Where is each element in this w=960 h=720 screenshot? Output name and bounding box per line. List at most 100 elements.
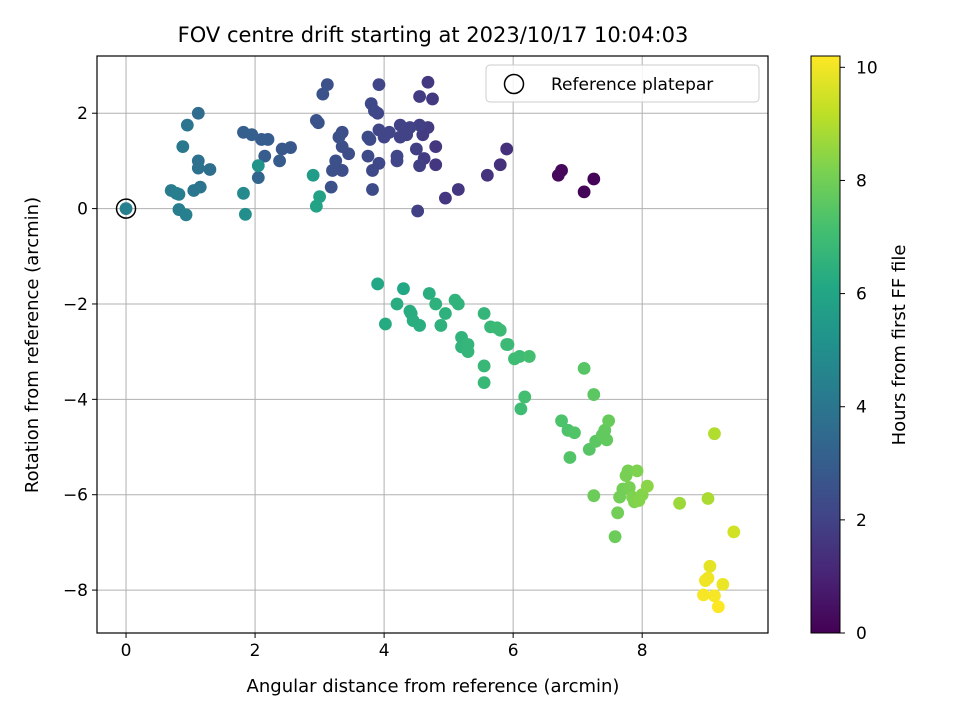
data-point <box>611 506 625 520</box>
data-point <box>371 277 385 291</box>
data-point <box>309 199 323 213</box>
y-tick-label: 2 <box>77 104 88 124</box>
data-point <box>366 164 379 177</box>
data-point <box>275 142 289 156</box>
data-point <box>413 90 426 103</box>
data-point <box>587 172 601 186</box>
data-point <box>372 123 386 137</box>
data-point <box>413 118 426 132</box>
data-point <box>500 142 514 156</box>
data-point <box>393 118 407 132</box>
data-point <box>608 530 622 544</box>
data-point <box>320 78 334 92</box>
data-point <box>493 158 507 172</box>
y-tick-label: −4 <box>63 390 88 410</box>
data-point <box>577 185 591 199</box>
reference-marker <box>115 198 137 219</box>
data-point <box>191 154 205 168</box>
data-point <box>429 297 443 311</box>
data-point <box>258 149 272 163</box>
data-point <box>600 433 614 447</box>
legend-box <box>485 64 760 103</box>
data-point <box>316 87 330 101</box>
legend-marker-icon <box>503 73 525 95</box>
data-point <box>237 125 250 139</box>
data-point <box>587 388 601 401</box>
data-point <box>434 319 448 332</box>
data-point <box>477 359 491 373</box>
data-point <box>306 168 320 182</box>
data-point <box>413 159 426 173</box>
colorbar-tick-label: 2 <box>856 511 867 531</box>
data-point <box>426 92 439 106</box>
colorbar-tick-label: 4 <box>856 398 867 418</box>
data-point <box>587 489 601 503</box>
data-point <box>439 191 452 205</box>
chart-title: FOV centre drift starting at 2023/10/17 … <box>178 23 689 47</box>
data-point <box>708 589 721 603</box>
x-tick-label: 6 <box>508 641 519 661</box>
legend: Reference platepar <box>485 64 760 103</box>
y-tick-label: −6 <box>63 486 88 506</box>
data-point <box>411 204 425 218</box>
colorbar-tick-label: 0 <box>856 624 867 644</box>
data-point <box>255 133 268 146</box>
data-point <box>361 149 375 163</box>
data-point <box>477 376 491 390</box>
data-point <box>176 140 190 154</box>
data-point <box>493 323 507 337</box>
data-point <box>518 390 532 404</box>
data-point <box>180 118 194 132</box>
data-point <box>251 171 265 184</box>
colorbar-tick-label: 8 <box>856 171 867 191</box>
colorbar-gradient <box>810 55 841 634</box>
x-tick-label: 2 <box>250 641 261 661</box>
data-point <box>480 168 494 182</box>
data-point <box>273 154 286 168</box>
reference-point-ring <box>115 198 137 219</box>
data-point <box>413 319 426 332</box>
colorbar-tick-label: 6 <box>856 285 867 305</box>
data-point <box>366 183 379 196</box>
data-point <box>429 140 443 154</box>
data-point <box>514 402 528 416</box>
data-point <box>429 158 443 172</box>
data-point <box>640 479 654 493</box>
data-point <box>451 183 465 196</box>
x-tick-label: 4 <box>379 641 390 661</box>
data-point <box>237 186 250 200</box>
data-point <box>522 350 536 363</box>
data-point <box>309 113 323 127</box>
data-point <box>390 297 404 311</box>
plot-frame <box>96 55 769 634</box>
data-point <box>422 287 436 300</box>
data-point <box>461 345 475 359</box>
data-point <box>379 317 392 331</box>
data-point <box>326 164 339 177</box>
data-point <box>501 338 515 351</box>
data-point <box>727 525 741 539</box>
data-point <box>361 130 375 144</box>
data-point <box>251 159 265 173</box>
data-point <box>332 130 346 144</box>
data-point <box>621 464 635 478</box>
data-point <box>238 207 252 221</box>
data-point <box>673 496 687 510</box>
data-point <box>701 571 715 585</box>
colorbar-tick-label: 10 <box>856 58 878 78</box>
data-point <box>397 282 410 296</box>
colorbar: 0 2 4 6 8 10 Hours from first FF file <box>810 55 910 644</box>
data-point <box>409 142 423 156</box>
data-point <box>602 414 616 428</box>
data-point <box>711 600 725 614</box>
legend-label: Reference platepar <box>551 75 713 95</box>
data-point <box>708 427 721 441</box>
scatter-points <box>119 75 741 614</box>
data-point <box>451 297 465 311</box>
data-point <box>393 130 407 144</box>
data-point <box>364 97 378 111</box>
data-point <box>563 451 577 464</box>
data-point <box>697 588 710 602</box>
data-point <box>191 106 205 120</box>
data-point <box>421 75 435 89</box>
